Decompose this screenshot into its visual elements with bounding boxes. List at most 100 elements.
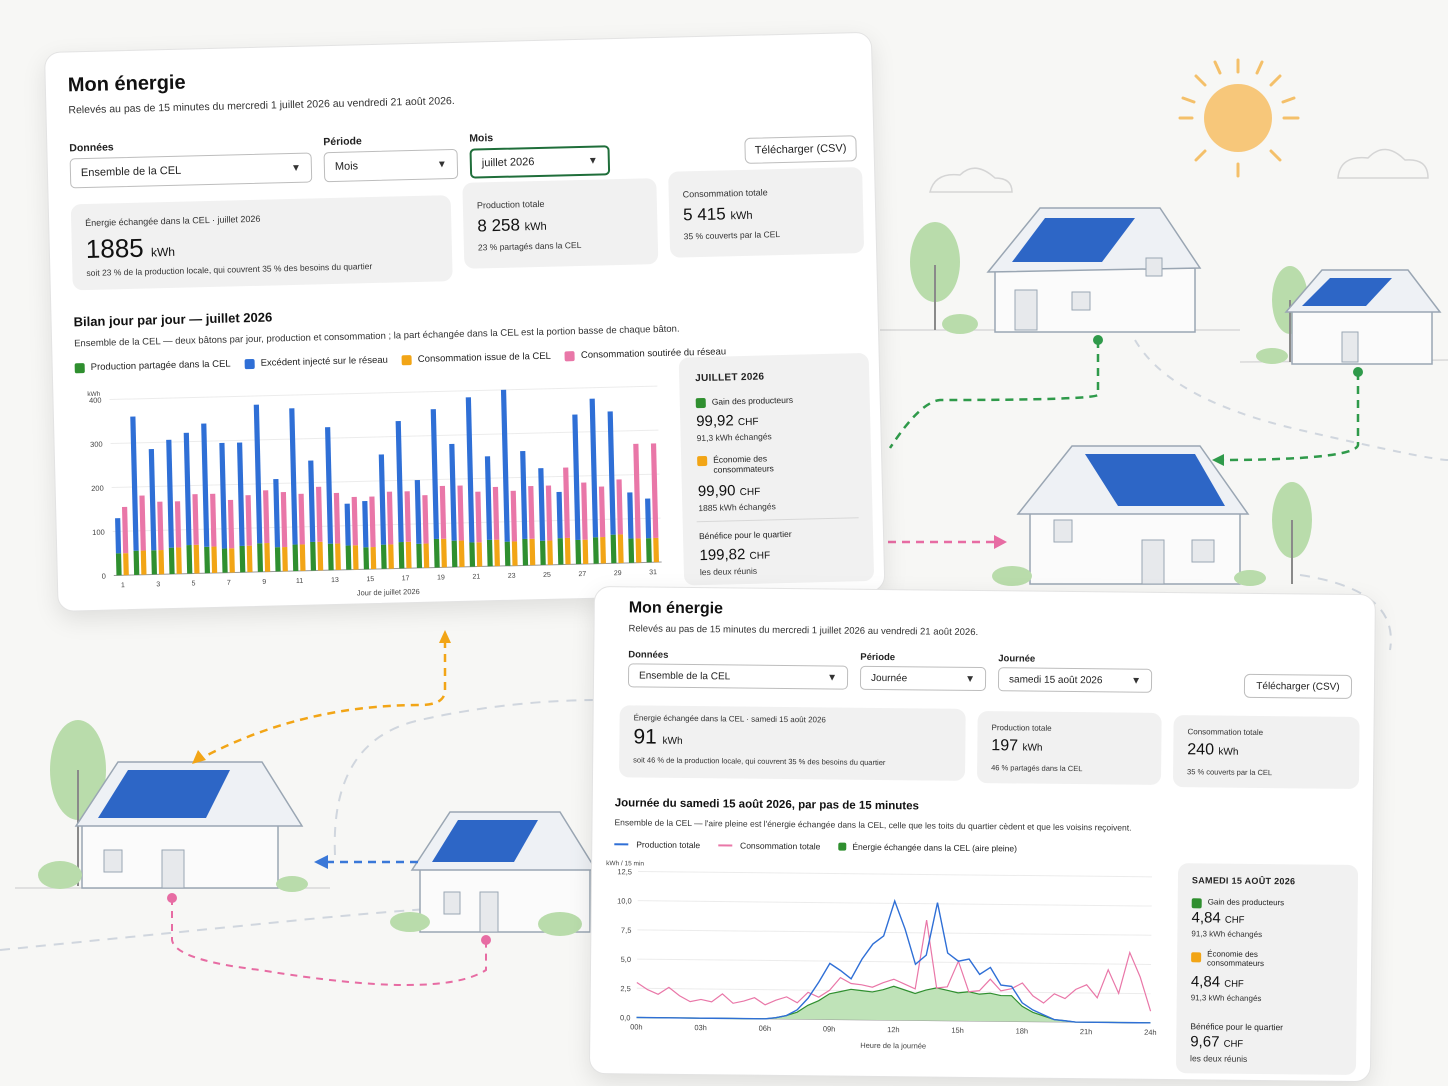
stat-caption: Énergie échangée dans la CEL · samedi 15…	[633, 713, 826, 725]
summary-note: 91,3 kWh échangés	[1191, 929, 1263, 940]
summary-row-producers: Gain des producteurs	[695, 395, 794, 409]
period-select[interactable]: Journée ▼	[859, 665, 987, 692]
legend-label: Consommation issue de la CEL	[417, 350, 552, 365]
exchanged-energy-area	[636, 986, 1151, 1023]
summary-unit: CHF	[739, 486, 761, 499]
x-tick-label: 21	[472, 573, 480, 580]
day-select[interactable]: samedi 15 août 2026 ▼	[997, 667, 1153, 693]
daily-energy-panel: Mon énergie Relevés au pas de 15 minutes…	[588, 586, 1376, 1083]
bar-shared-production	[575, 539, 582, 565]
bar-local-consumption	[158, 550, 165, 575]
summary-label: Bénéfice pour le quartier	[1190, 1021, 1284, 1033]
legend-swatch	[401, 354, 412, 365]
bar-grid-consumption	[245, 495, 252, 546]
bar-grid-consumption	[616, 479, 623, 535]
bar-local-consumption	[246, 545, 253, 573]
bar-shared-production	[221, 548, 228, 573]
bar-shared-production	[469, 542, 476, 567]
bar-shared-production	[380, 544, 387, 569]
data-select-value: Ensemble de la CEL	[80, 164, 182, 180]
bar-shared-production	[398, 541, 405, 569]
day-label: Journée	[998, 653, 1036, 665]
bar-grid-consumption	[227, 499, 235, 549]
bar-grid-consumption	[404, 491, 411, 542]
data-select[interactable]: Ensemble de la CEL ▼	[627, 663, 849, 690]
summary-value: 99,92 CHF	[696, 412, 759, 430]
house-icon	[1256, 266, 1442, 365]
stat-value: 197 kWh	[991, 737, 1042, 756]
x-axis-label: Jour de juillet 2026	[357, 587, 420, 598]
month-select[interactable]: juillet 2026 ▼	[469, 145, 611, 179]
gridline	[637, 929, 1152, 936]
bar-surplus-injected	[236, 442, 245, 546]
summary-label: Économie des consommateurs	[713, 453, 774, 475]
bar-grid-consumption	[475, 491, 482, 543]
bar-grid-consumption	[174, 501, 182, 548]
stat-number: 1885	[85, 232, 145, 265]
summary-unit: CHF	[1223, 1038, 1244, 1050]
bar-local-consumption	[547, 540, 553, 565]
bar-shared-production	[539, 540, 546, 566]
stat-number: 8 258	[477, 215, 521, 236]
summary-label: Économie des consommateurs	[1207, 949, 1265, 969]
bar-grid-consumption	[633, 443, 641, 539]
x-tick-label: 15	[366, 576, 374, 583]
bar-local-consumption	[140, 550, 147, 575]
download-csv-button[interactable]: Télécharger (CSV)	[744, 135, 857, 164]
consumption-card: Consommation totale 5 415 kWh 35 % couve…	[668, 167, 865, 258]
x-tick-label: 13	[331, 577, 339, 584]
x-tick-label: 23	[508, 573, 516, 580]
bar-grid-consumption	[650, 443, 659, 539]
stat-caption: Production totale	[991, 723, 1052, 733]
x-tick-label: 03h	[694, 1023, 707, 1032]
bar-shared-production	[416, 543, 423, 569]
data-select[interactable]: Ensemble de la CEL ▼	[69, 152, 313, 189]
stat-number: 5 415	[682, 204, 726, 225]
bar-grid-consumption	[351, 496, 358, 546]
stat-value: 240 kWh	[1187, 741, 1238, 760]
bar-local-consumption	[193, 544, 200, 574]
legend-label: Énergie échangée dans la CEL (aire plein…	[852, 841, 1018, 854]
stat-caption: Consommation totale	[1187, 727, 1264, 738]
month-label: Mois	[469, 132, 494, 145]
bar-surplus-injected	[130, 416, 139, 551]
summary-number: 199,82	[699, 546, 746, 565]
x-tick-label: 18h	[1016, 1026, 1029, 1035]
day-summary-panel: SAMEDI 15 AOÛT 2026 Gain des producteurs…	[1175, 863, 1359, 1076]
bar-shared-production	[628, 538, 635, 563]
legend-label: Production totale	[636, 839, 701, 851]
stat-note: 46 % partagés dans la CEL	[991, 763, 1083, 774]
bar-grid-consumption	[492, 486, 500, 540]
bar-surplus-injected	[183, 432, 192, 546]
x-tick-label: 3	[156, 581, 160, 588]
bar-shared-production	[557, 538, 564, 565]
bar-surplus-injected	[449, 443, 457, 541]
download-csv-button[interactable]: Télécharger (CSV)	[1243, 673, 1353, 699]
bar-shared-production	[186, 544, 193, 574]
bar-shared-production	[204, 546, 211, 574]
bar-shared-production	[486, 539, 493, 567]
period-select[interactable]: Mois ▼	[323, 148, 459, 183]
y-axis-label: kWh / 15 min	[606, 860, 644, 867]
bar-surplus-injected	[253, 404, 263, 544]
bar-grid-consumption	[210, 493, 217, 547]
house-icon	[38, 720, 308, 892]
bar-local-consumption	[529, 538, 536, 566]
bar-surplus-injected	[344, 503, 351, 546]
bar-shared-production	[592, 537, 599, 564]
bar-local-consumption	[441, 538, 447, 568]
bar-local-consumption	[335, 543, 341, 571]
bar-shared-production	[310, 541, 317, 571]
bar-surplus-injected	[627, 492, 634, 539]
y-tick-label: 7,5	[621, 926, 632, 935]
x-tick-label: 17	[402, 575, 410, 582]
summary-unit: CHF	[749, 550, 771, 562]
summary-unit: CHF	[737, 416, 759, 429]
bar-surplus-injected	[273, 478, 281, 548]
bar-shared-production	[345, 545, 352, 570]
bar-shared-production	[274, 547, 281, 572]
bar-local-consumption	[282, 547, 288, 572]
summary-value: 99,90 CHF	[698, 482, 761, 500]
